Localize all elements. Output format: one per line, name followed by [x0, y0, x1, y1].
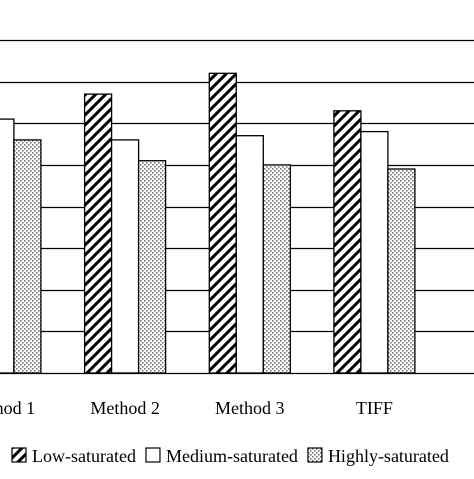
bar-medium-saturated-method-2	[110, 139, 140, 374]
legend-label: Medium-saturated	[166, 446, 298, 466]
category-label: Method 1	[0, 398, 35, 418]
legend-label: Low-saturated	[32, 446, 136, 466]
bar-low-saturated-method-2	[83, 93, 113, 374]
bar-highly-saturated-method-3	[262, 164, 291, 374]
bar-medium-saturated-tiff	[360, 130, 389, 374]
bars	[0, 72, 416, 374]
category-label: TIFF	[356, 398, 393, 418]
legend-swatch	[307, 447, 323, 463]
category-label: Method 2	[90, 398, 160, 418]
legend: Low-saturated Medium-saturated Highly-satu…	[11, 446, 449, 466]
bar-highly-saturated-method-2	[137, 160, 167, 374]
category-label: Method 3	[215, 398, 285, 418]
legend-swatch	[11, 447, 27, 463]
bar-low-saturated-method-3	[208, 72, 237, 374]
bar-highly-saturated-method-1	[13, 139, 42, 374]
bar-low-saturated-tiff	[333, 110, 362, 374]
bar-highly-saturated-tiff	[387, 168, 416, 374]
bar-medium-saturated-method-1	[0, 118, 15, 374]
category-labels: Method 1 Method 2 Method 3 TIFF	[0, 398, 393, 418]
legend-label: Highly-saturated	[328, 446, 449, 466]
legend-swatch	[145, 447, 161, 463]
bar-medium-saturated-method-3	[235, 135, 264, 374]
